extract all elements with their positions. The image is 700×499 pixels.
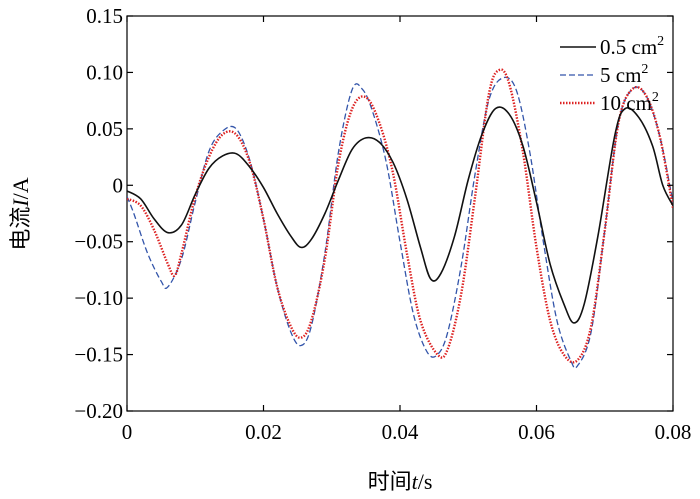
y-axis-title-var: I xyxy=(8,198,33,208)
series-line-2 xyxy=(127,68,673,364)
legend-label-2: 10 cm2 xyxy=(600,90,659,115)
x-axis-title-unit: /s xyxy=(418,469,433,494)
x-tick-label-2: 0.04 xyxy=(382,420,419,444)
y-tick-label-4: −0.05 xyxy=(74,230,123,254)
y-tick-label-2: 0.05 xyxy=(86,117,123,141)
x-axis-title-prefix: 时间 xyxy=(368,469,412,494)
x-tick-label-3: 0.06 xyxy=(518,420,555,444)
y-axis-title-unit: /A xyxy=(8,177,33,199)
y-tick-label-7: −0.20 xyxy=(74,399,123,423)
y-tick-label-3: 0 xyxy=(113,173,124,197)
x-tick-label-1: 0.02 xyxy=(245,420,282,444)
y-axis-title: 电流I/A xyxy=(8,177,33,250)
y-tick-label-1: 0.10 xyxy=(86,60,123,84)
axes-layer: 0 0.02 0.04 0.06 0.08 0.15 0.10 0.05 0 −0.05 −0.10… xyxy=(74,4,691,444)
legend-label-0: 0.5 cm2 xyxy=(600,34,664,59)
x-tick-label-4: 0.08 xyxy=(655,420,692,444)
y-tick-label-6: −0.15 xyxy=(74,343,123,367)
x-tick-label-0: 0 xyxy=(122,420,133,444)
x-axis-title: 时间t/s xyxy=(368,469,433,494)
y-tick-label-0: 0.15 xyxy=(86,4,123,28)
y-axis-title-prefix: 电流 xyxy=(8,207,33,251)
series-line-1 xyxy=(127,76,673,369)
legend: 0.5 cm2 5 cm2 10 cm2 xyxy=(560,34,664,115)
x-axis-title-var: t xyxy=(412,469,419,494)
series-line-0 xyxy=(127,106,673,324)
series-layer xyxy=(127,68,673,369)
y-tick-label-5: −0.10 xyxy=(74,286,123,310)
legend-label-1: 5 cm2 xyxy=(600,62,648,87)
